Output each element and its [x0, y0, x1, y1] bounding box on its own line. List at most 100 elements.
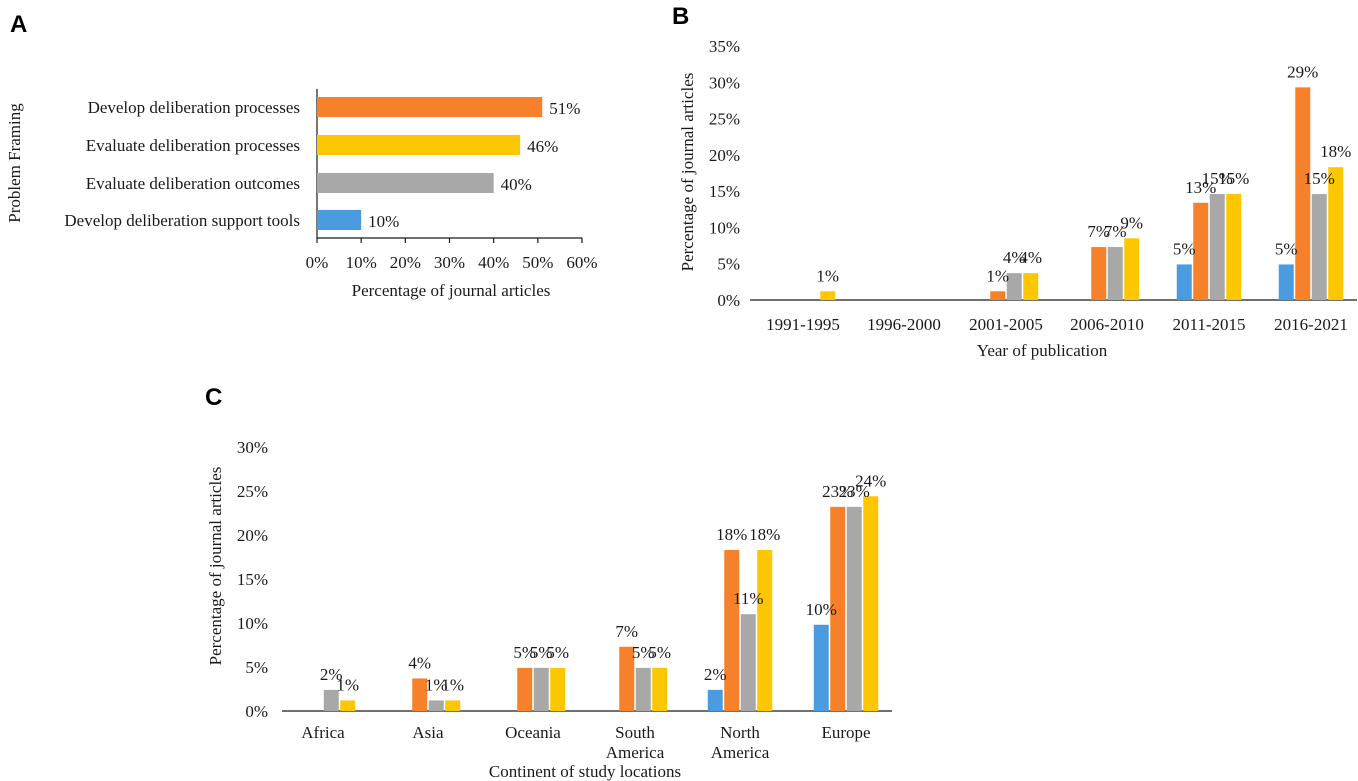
chart-c-bar — [340, 700, 356, 711]
chart-a-x-tick-label: 30% — [434, 253, 465, 272]
chart-c-value-label: 5% — [513, 643, 536, 662]
chart-b-value-label: 18% — [1320, 142, 1351, 161]
chart-b-value-label: 13% — [1185, 178, 1216, 197]
chart-c-bar — [740, 614, 756, 711]
chart-c-value-label: 5% — [546, 643, 569, 662]
chart-a-bar — [317, 210, 362, 230]
chart-c-bar — [707, 689, 723, 711]
panel-label-b: B — [672, 3, 689, 30]
chart-b-bar — [1107, 247, 1123, 300]
chart-c-value-label: 23% — [839, 482, 870, 501]
chart-b-bar — [1023, 273, 1039, 300]
chart-a-x-tick-label: 20% — [390, 253, 421, 272]
chart-b-y-tick-label: 10% — [709, 218, 740, 237]
chart-c-bar — [863, 496, 879, 711]
chart-b-bar — [990, 291, 1006, 300]
chart-c-value-label: 5% — [530, 643, 553, 662]
chart-a-value-label: 51% — [549, 99, 580, 118]
chart-b-value-label: 4% — [1003, 248, 1026, 267]
chart-b-bar — [1124, 238, 1140, 300]
chart-c-bar — [445, 700, 461, 711]
chart-b-value-label: 1% — [986, 266, 1009, 285]
chart-a-x-tick-label: 60% — [566, 253, 597, 272]
chart-b-value-label: 15% — [1202, 169, 1233, 188]
chart-c-value-label: 11% — [733, 589, 764, 608]
chart-c-value-label: 18% — [716, 525, 747, 544]
chart-c-value-label: 4% — [408, 653, 431, 672]
chart-c-value-label: 7% — [615, 622, 638, 641]
chart-b-bar — [1278, 264, 1294, 300]
chart-b-bar — [1091, 247, 1107, 300]
chart-c-value-label: 24% — [855, 471, 886, 490]
chart-c-category-label: Asia — [412, 723, 444, 742]
chart-c-y-tick-label: 10% — [237, 614, 268, 633]
chart-b-value-label: 1% — [816, 266, 839, 285]
chart-b-category-label: 1996-2000 — [867, 315, 941, 334]
chart-a-x-tick-label: 40% — [478, 253, 509, 272]
chart-c-value-label: 5% — [632, 643, 655, 662]
chart-c-value-label: 1% — [441, 675, 464, 694]
chart-c-bar — [830, 506, 846, 711]
chart-c-bar — [724, 549, 740, 711]
chart-b-bar — [820, 291, 836, 300]
chart-a-x-tick-label: 10% — [346, 253, 377, 272]
chart-b-bar — [1328, 167, 1344, 300]
chart-a-x-tick-label: 0% — [306, 253, 329, 272]
chart-c-y-tick-label: 30% — [237, 438, 268, 457]
chart-c-y-tick-label: 15% — [237, 570, 268, 589]
chart-b-bar — [1193, 202, 1209, 300]
chart-a-value-label: 46% — [527, 137, 558, 156]
chart-b-category-label: 1991-1995 — [766, 315, 840, 334]
chart-b-value-label: 9% — [1120, 213, 1143, 232]
chart-b-bar — [1311, 194, 1327, 300]
chart-b-bar — [1176, 264, 1192, 300]
chart-a-value-label: 10% — [368, 212, 399, 231]
chart-b-bar — [1226, 194, 1242, 300]
chart-c-bar — [533, 667, 549, 711]
chart-c-bar — [652, 667, 668, 711]
chart-b-bar — [1295, 87, 1311, 300]
chart-a-y-title: Problem Framing — [5, 103, 24, 223]
chart-c-y-tick-label: 25% — [237, 482, 268, 501]
chart-c-bar — [550, 667, 566, 711]
chart-c-category-label: Oceania — [505, 723, 561, 742]
chart-c-value-label: 1% — [336, 675, 359, 694]
chart-c-value-label: 10% — [806, 600, 837, 619]
panel-label-a: A — [10, 11, 27, 38]
chart-a-x-title: Percentage of journal articles — [352, 281, 551, 300]
chart-b-category-label: 2006-2010 — [1070, 315, 1144, 334]
chart-c-value-label: 23% — [822, 482, 853, 501]
chart-c-bar — [428, 700, 444, 711]
chart-b-y-tick-label: 0% — [717, 291, 740, 310]
chart-c-value-label: 2% — [320, 665, 343, 684]
chart-c-x-title: Continent of study locations — [489, 762, 681, 781]
chart-c-value-label: 18% — [749, 525, 780, 544]
chart-b-y-tick-label: 5% — [717, 255, 740, 274]
chart-c-y-tick-label: 5% — [245, 658, 268, 677]
chart-c-category-label: America — [711, 743, 770, 762]
chart-c-bar — [757, 549, 773, 711]
chart-c-bar — [846, 506, 862, 711]
chart-b-value-label: 7% — [1104, 222, 1127, 241]
chart-a-category-label: Evaluate deliberation processes — [86, 136, 300, 155]
chart-c-bar — [517, 667, 533, 711]
chart-b-x-title: Year of publication — [977, 341, 1108, 360]
chart-b-y-tick-label: 20% — [709, 146, 740, 165]
chart-c-category-label: America — [606, 743, 665, 762]
chart-a-bar — [317, 135, 521, 155]
chart-a-bar — [317, 97, 543, 117]
chart-b-y-tick-label: 35% — [709, 37, 740, 56]
chart-b-value-label: 15% — [1304, 169, 1335, 188]
chart-c-value-label: 5% — [648, 643, 671, 662]
chart-b-value-label: 29% — [1287, 62, 1318, 81]
chart-c-bar — [323, 689, 339, 711]
chart-a-category-label: Develop deliberation support tools — [64, 211, 300, 230]
panel-label-c: C — [205, 384, 222, 411]
chart-b-value-label: 5% — [1173, 239, 1196, 258]
chart-b-y-tick-label: 30% — [709, 73, 740, 92]
chart-b-bar — [1209, 194, 1225, 300]
chart-c-bar — [619, 646, 635, 711]
chart-c-category-label: South — [615, 723, 655, 742]
chart-c-bar — [813, 624, 829, 711]
